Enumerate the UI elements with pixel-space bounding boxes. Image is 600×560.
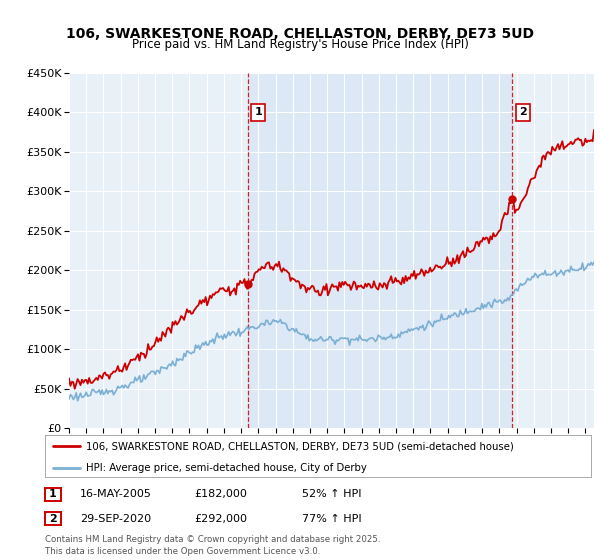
Text: £182,000: £182,000: [194, 489, 247, 500]
Text: 2: 2: [49, 514, 56, 524]
Text: 52% ↑ HPI: 52% ↑ HPI: [302, 489, 361, 500]
Text: 1: 1: [254, 108, 262, 118]
Text: 16-MAY-2005: 16-MAY-2005: [80, 489, 152, 500]
Text: Contains HM Land Registry data © Crown copyright and database right 2025.
This d: Contains HM Land Registry data © Crown c…: [45, 535, 380, 556]
Text: 106, SWARKESTONE ROAD, CHELLASTON, DERBY, DE73 5UD (semi-detached house): 106, SWARKESTONE ROAD, CHELLASTON, DERBY…: [86, 442, 514, 452]
Text: 2: 2: [519, 108, 527, 118]
Text: 77% ↑ HPI: 77% ↑ HPI: [302, 514, 361, 524]
Text: HPI: Average price, semi-detached house, City of Derby: HPI: Average price, semi-detached house,…: [86, 463, 367, 473]
Text: 29-SEP-2020: 29-SEP-2020: [80, 514, 151, 524]
Text: 106, SWARKESTONE ROAD, CHELLASTON, DERBY, DE73 5UD: 106, SWARKESTONE ROAD, CHELLASTON, DERBY…: [66, 27, 534, 41]
Text: £292,000: £292,000: [194, 514, 247, 524]
Text: Price paid vs. HM Land Registry's House Price Index (HPI): Price paid vs. HM Land Registry's House …: [131, 38, 469, 51]
Text: 1: 1: [49, 489, 56, 500]
Bar: [248, 73, 512, 428]
